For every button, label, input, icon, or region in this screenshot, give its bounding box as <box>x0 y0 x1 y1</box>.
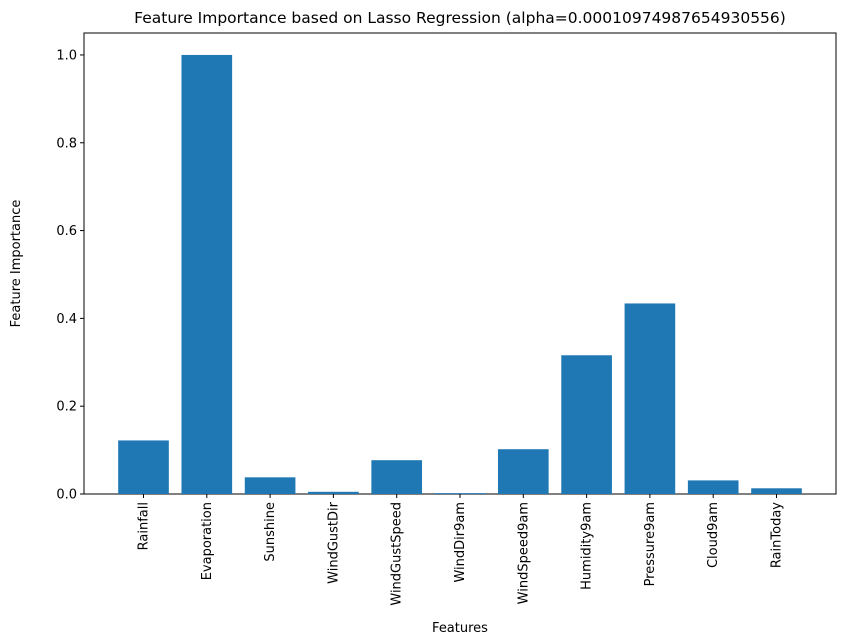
y-tick-label: 0.0 <box>56 488 77 503</box>
x-tick-label: WindDir9am <box>453 502 468 583</box>
x-tick-label: Sunshine <box>263 502 278 562</box>
x-tick-label: Cloud9am <box>706 502 721 568</box>
y-axis-ticks: 0.0 0.2 0.4 0.6 0.8 1.0 <box>56 48 84 503</box>
y-tick-label: 0.6 <box>56 224 77 239</box>
x-axis-label: Features <box>432 621 488 636</box>
x-tick-label: Humidity9am <box>580 502 595 590</box>
bar-raintoday <box>751 488 802 494</box>
x-axis-ticks: Rainfall Evaporation Sunshine WindGustDir Wi… <box>137 494 784 606</box>
x-tick-label: RainToday <box>769 502 784 568</box>
x-tick-label: WindGustDir <box>326 501 341 583</box>
bar-humidity9am <box>561 355 612 494</box>
bar-rainfall <box>118 440 169 494</box>
y-tick-label: 0.2 <box>56 400 77 415</box>
bar-group <box>118 54 802 494</box>
bar-windgustdir <box>308 491 359 494</box>
y-tick-label: 0.4 <box>56 312 77 327</box>
x-tick-label: Evaporation <box>200 502 215 580</box>
y-axis-label: Feature Importance <box>9 200 24 328</box>
x-tick-label: Pressure9am <box>643 502 658 586</box>
bar-cloud9am <box>687 480 739 494</box>
chart-title: Feature Importance based on Lasso Regres… <box>134 9 786 27</box>
y-tick-label: 1.0 <box>56 48 77 63</box>
bar-windgustspeed <box>371 460 423 494</box>
bar-winddir9am <box>434 493 486 494</box>
bar-sunshine <box>244 477 296 494</box>
bar-pressure9am <box>624 303 676 494</box>
x-tick-label: WindSpeed9am <box>516 502 531 604</box>
x-tick-label: WindGustSpeed <box>390 502 405 606</box>
bar-evaporation <box>181 54 233 494</box>
y-tick-label: 0.8 <box>56 136 77 151</box>
x-tick-label: Rainfall <box>137 502 152 550</box>
bar-windspeed9am <box>497 449 549 494</box>
